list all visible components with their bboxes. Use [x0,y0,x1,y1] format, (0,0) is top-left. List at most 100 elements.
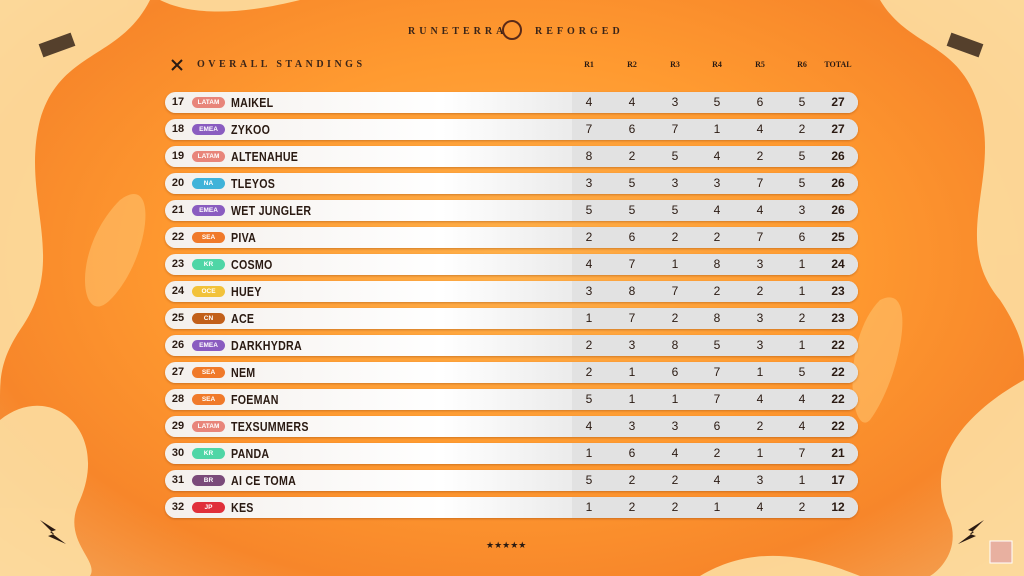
standings-row: 32 JP KES 1 2 2 1 4 2 12 [165,497,858,518]
round-score: 6 [628,122,636,136]
region-badge: EMEA [192,340,225,351]
rank: 28 [171,393,185,405]
region-badge: EMEA [192,205,225,216]
region-badge: LATAM [192,97,225,108]
score-panel [572,308,858,329]
score-panel [572,200,858,221]
emblem [502,20,522,40]
round-score: 2 [671,230,679,244]
region-badge: SEA [192,394,225,405]
round-score: 7 [628,311,636,325]
total-score: 22 [831,419,845,433]
round-score: 8 [585,149,593,163]
svg-text:★★★★★: ★★★★★ [486,540,526,550]
round-score: 4 [585,419,593,433]
round-score: 2 [671,311,679,325]
round-score: 8 [671,338,679,352]
round-score: 7 [756,176,764,190]
round-score: 4 [585,95,593,109]
region-badge: KR [192,259,225,270]
standings-row: 23 KR COSMO 4 7 1 8 3 1 24 [165,254,858,275]
round-score: 7 [671,122,679,136]
total-score: 22 [831,338,845,352]
player-name: HUEY [231,284,262,299]
round-score: 7 [671,284,679,298]
round-score: 6 [756,95,764,109]
standings-row: 31 BR AI CE TOMA 5 2 2 4 3 1 17 [165,470,858,491]
total-score: 25 [831,230,845,244]
total-score: 22 [831,392,845,406]
round-score: 2 [671,500,679,514]
total-score: 24 [831,257,845,271]
rank: 22 [171,231,185,243]
score-panel [572,92,858,113]
round-score: 1 [628,365,636,379]
round-score: 4 [756,122,764,136]
round-score: 4 [628,95,636,109]
rank: 32 [171,501,185,513]
region-badge: OCE [192,286,225,297]
round-score: 7 [798,446,806,460]
player-name: WET JUNGLER [231,203,312,218]
round-score: 4 [671,446,679,460]
round-score: 1 [713,122,721,136]
standings-row: 17 LATAM MAIKEL 4 4 3 5 6 5 27 [165,92,858,113]
player-name: MAIKEL [231,95,274,110]
total-score: 26 [831,203,845,217]
player-name: COSMO [231,257,273,272]
round-score: 5 [798,365,806,379]
rank: 17 [171,96,185,108]
standings-row: 18 EMEA ZYKOO 7 6 7 1 4 2 27 [165,119,858,140]
total-score: 12 [831,500,845,514]
rank: 18 [171,123,185,135]
round-score: 4 [713,203,721,217]
region-badge: BR [192,475,225,486]
rank: 31 [171,474,185,486]
score-panel [572,254,858,275]
round-score: 1 [671,257,679,271]
player-name: FOEMAN [231,392,279,407]
rank: 29 [171,420,185,432]
player-name: DARKHYDRA [231,338,302,353]
round-score: 5 [798,176,806,190]
rank: 21 [171,204,185,216]
standings-row: 19 LATAM ALTENAHUE 8 2 5 4 2 5 26 [165,146,858,167]
round-score: 3 [798,203,806,217]
rank: 24 [171,285,185,297]
total-score: 26 [831,176,845,190]
standings-row: 29 LATAM TEXSUMMERS 4 3 3 6 2 4 22 [165,416,858,437]
region-badge: SEA [192,232,225,243]
column-header: R5 [755,60,765,69]
total-score: 21 [831,446,845,460]
total-score: 26 [831,149,845,163]
region-badge: LATAM [192,421,225,432]
round-score: 7 [628,257,636,271]
round-score: 3 [671,95,679,109]
round-score: 1 [798,284,806,298]
player-name: ACE [231,311,255,326]
round-score: 4 [798,392,806,406]
round-score: 4 [713,149,721,163]
round-score: 1 [585,446,593,460]
standings-row: 27 SEA NEM 2 1 6 7 1 5 22 [165,362,858,383]
score-panel [572,416,858,437]
score-panel [572,146,858,167]
header-right: REFORGED [535,26,624,37]
region-badge: JP [192,502,225,513]
round-score: 3 [756,338,764,352]
round-score: 1 [756,446,764,460]
score-panel [572,497,858,518]
round-score: 3 [671,176,679,190]
standings-row: 24 OCE HUEY 3 8 7 2 2 1 23 [165,281,858,302]
round-score: 2 [713,446,721,460]
score-panel [572,281,858,302]
player-name: PIVA [231,230,257,245]
round-score: 8 [713,257,721,271]
column-header: R1 [584,60,594,69]
round-score: 2 [585,230,593,244]
round-score: 1 [798,473,806,487]
round-score: 1 [585,311,593,325]
region-badge: KR [192,448,225,459]
